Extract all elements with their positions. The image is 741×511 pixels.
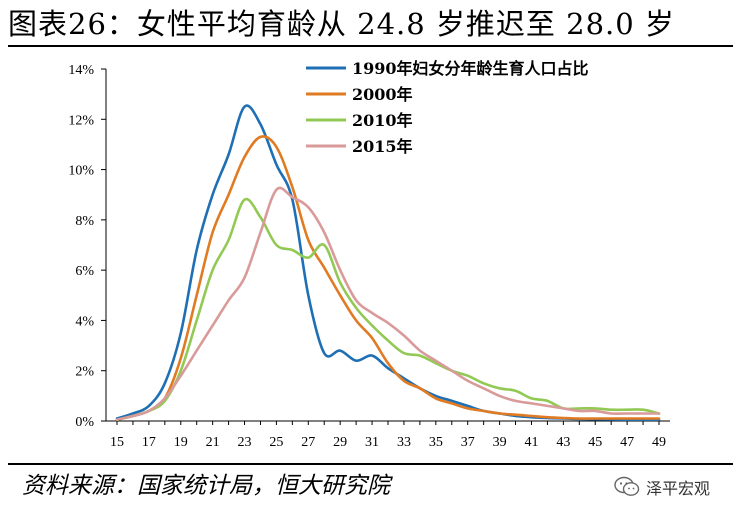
x-tick-label: 43 [556, 435, 570, 450]
x-tick-label: 21 [206, 435, 220, 450]
y-tick-label: 0% [75, 415, 94, 430]
y-tick-label: 8% [75, 214, 94, 229]
x-tick-label: 15 [110, 435, 124, 450]
y-tick-label: 2% [75, 365, 94, 380]
series-line [115, 135, 661, 421]
footer-rule [8, 463, 733, 465]
x-tick-label: 49 [652, 435, 666, 450]
chart: 0% 2% 4% 6% 8% 10% 12% 14% 15 17 19 21 23 25 27 29 31 33… [68, 59, 670, 450]
legend-label: 2015年 [352, 137, 413, 156]
x-tick-label: 41 [524, 435, 538, 450]
wechat-account-name: 泽平宏观 [646, 479, 711, 498]
y-tick-label: 10% [68, 164, 94, 179]
legend-label: 2000年 [352, 85, 413, 104]
x-tick-label: 17 [142, 435, 156, 450]
x-tick-label: 47 [620, 435, 634, 450]
x-tick-label: 31 [365, 435, 379, 450]
y-tick-label: 4% [75, 314, 94, 329]
x-tick-label: 45 [588, 435, 602, 450]
page-title: 图表26：女性平均育龄从 24.8 岁推迟至 28.0 岁 [8, 7, 675, 41]
legend-label: 1990年妇女分年龄生育人口占比 [352, 59, 589, 78]
wechat-icon [614, 476, 640, 496]
chart-legend: 1990年妇女分年龄生育人口占比 2000年 2010年 2015年 [306, 59, 589, 156]
legend-label: 2010年 [352, 111, 413, 130]
y-axis-ticks: 0% 2% 4% 6% 8% 10% 12% 14% [68, 63, 106, 430]
title-rule [8, 45, 733, 47]
series-line [115, 186, 661, 421]
y-tick-label: 6% [75, 264, 94, 279]
x-tick-label: 25 [269, 435, 283, 450]
y-tick-label: 14% [68, 63, 94, 78]
source-note: 资料来源：国家统计局，恒大研究院 [22, 473, 390, 499]
x-tick-label: 35 [429, 435, 443, 450]
x-tick-label: 27 [301, 435, 315, 450]
x-tick-label: 37 [461, 435, 475, 450]
chart-series [115, 104, 661, 422]
y-tick-label: 12% [68, 113, 94, 128]
x-tick-label: 19 [174, 435, 188, 450]
x-tick-label: 29 [333, 435, 347, 450]
x-tick-label: 39 [493, 435, 507, 450]
x-axis-ticks: 15 17 19 21 23 25 27 29 31 33 35 37 39 41 43 45 47 49 [110, 421, 666, 450]
series-line [115, 197, 661, 421]
wechat-watermark: 泽平宏观 [614, 474, 710, 500]
x-tick-label: 23 [238, 435, 252, 450]
x-tick-label: 33 [397, 435, 411, 450]
